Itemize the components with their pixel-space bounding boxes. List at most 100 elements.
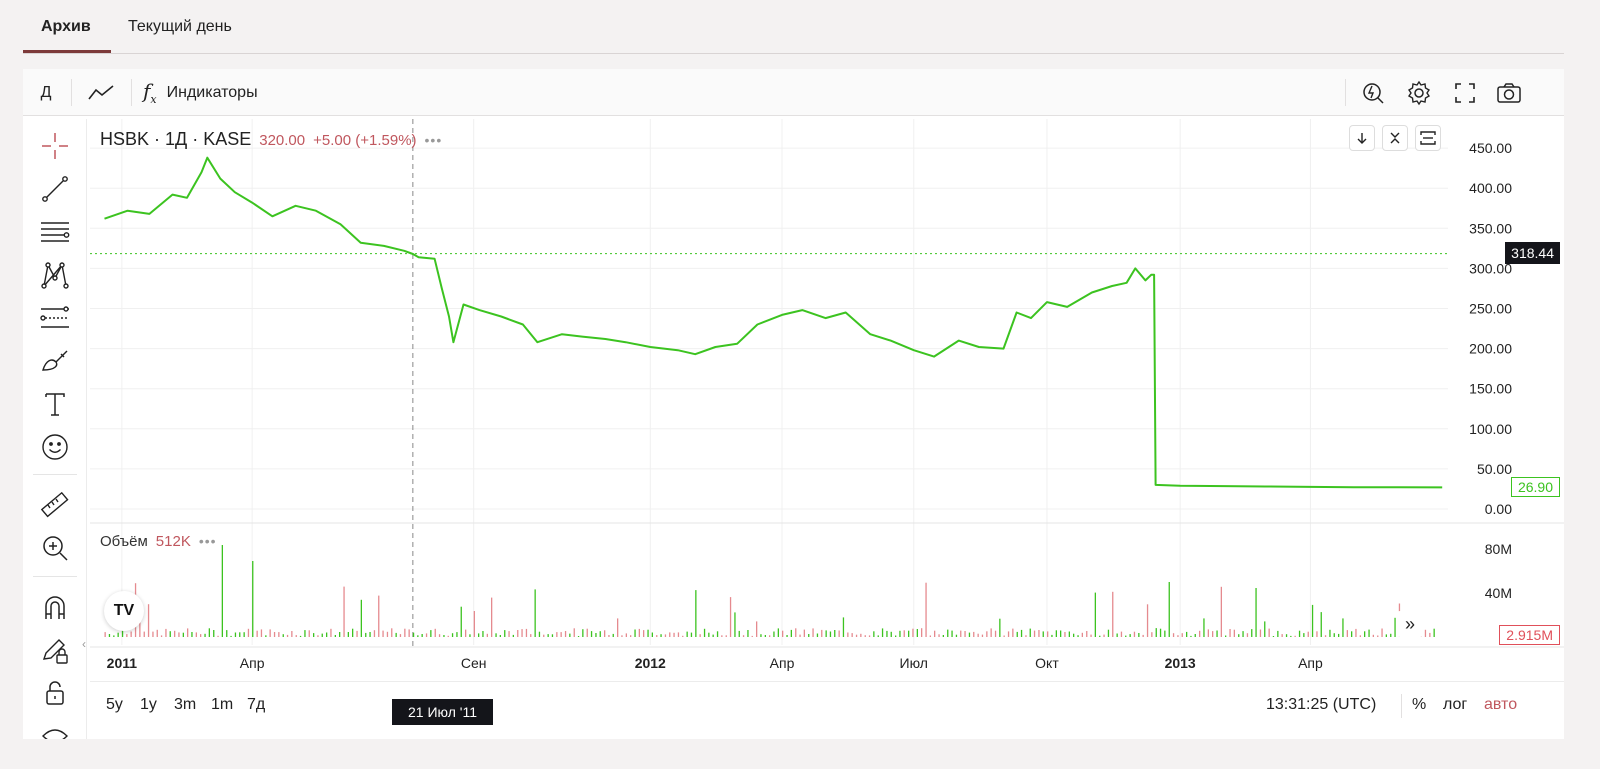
volume-bar	[877, 635, 879, 637]
volume-bar	[1381, 628, 1383, 637]
volume-bar	[178, 632, 180, 637]
volume-bar	[108, 634, 111, 637]
interval-button[interactable]: Д	[40, 83, 52, 101]
volume-menu-icon[interactable]: •••	[198, 533, 217, 549]
volume-bar	[1433, 628, 1435, 637]
volume-bar	[369, 632, 371, 637]
volume-bar	[673, 632, 675, 637]
volume-bar	[1007, 631, 1010, 637]
volume-bar	[208, 628, 210, 637]
crosshair-icon[interactable]	[37, 128, 73, 164]
gear-icon[interactable]	[1403, 69, 1435, 116]
horizontal-lines-icon[interactable]	[37, 214, 73, 250]
x-tick-label: 2012	[635, 655, 666, 671]
log-toggle[interactable]: лог	[1443, 696, 1468, 713]
volume-bar	[1164, 630, 1166, 637]
replay-icon[interactable]	[1357, 69, 1389, 116]
volume-bar	[712, 634, 714, 637]
collapse-icon[interactable]	[1382, 125, 1408, 151]
range-7d[interactable]: 7д	[247, 696, 266, 713]
trend-line-icon[interactable]	[37, 171, 73, 207]
volume-bar	[1264, 621, 1266, 637]
fib-icon[interactable]	[37, 300, 73, 336]
collapse-toolbar-handle[interactable]: ‹	[82, 637, 86, 651]
volume-bar	[169, 631, 171, 637]
volume-bar	[764, 635, 766, 637]
ruler-icon[interactable]	[37, 487, 73, 523]
volume-bar	[1338, 633, 1340, 637]
volume-bar	[1003, 635, 1005, 637]
volume-bar	[903, 630, 905, 637]
scroll-to-realtime-icon[interactable]: »	[1396, 611, 1424, 637]
range-1y[interactable]: 1y	[140, 696, 157, 713]
volume-bar	[1316, 631, 1318, 637]
brush-icon[interactable]	[37, 343, 73, 379]
volume-bar	[1146, 604, 1149, 637]
volume-bar	[1038, 630, 1040, 637]
volume-bar	[656, 635, 658, 637]
volume-bar	[716, 631, 719, 637]
volume-bar	[773, 631, 775, 637]
volume-bar	[469, 634, 471, 637]
volume-bar	[104, 632, 106, 637]
tab-archive[interactable]: Архив	[41, 18, 91, 35]
range-3m[interactable]: 3m	[174, 696, 197, 713]
percent-toggle[interactable]: %	[1412, 696, 1427, 713]
volume-bar	[443, 635, 445, 637]
clock-label[interactable]: 13:31:25 (UTC)	[1266, 696, 1377, 713]
legend-menu-icon[interactable]: •••	[424, 132, 443, 148]
pattern-icon[interactable]	[37, 257, 73, 293]
volume-bar	[460, 606, 462, 637]
fullscreen-icon[interactable]	[1449, 69, 1481, 116]
lock-pencil-icon[interactable]	[37, 632, 73, 668]
volume-bar	[1394, 617, 1396, 637]
volume-bar	[1390, 633, 1392, 637]
volume-bar	[777, 628, 779, 637]
volume-bar	[239, 632, 241, 637]
volume-bar	[430, 630, 432, 637]
magnet-icon[interactable]	[37, 589, 73, 625]
maximize-icon[interactable]	[1415, 125, 1441, 151]
volume-bar	[925, 582, 927, 637]
volume-bar	[482, 631, 484, 637]
volume-bar	[360, 599, 362, 637]
drawing-toolbar	[23, 119, 87, 739]
volume-bar	[465, 629, 467, 637]
arrow-down-icon[interactable]	[1349, 125, 1375, 151]
volume-bar	[525, 628, 528, 637]
volume-bar	[1307, 631, 1309, 637]
toolbar-divider	[71, 79, 72, 106]
volume-bar	[317, 635, 319, 637]
volume-bar	[916, 629, 918, 637]
volume-bar	[769, 635, 771, 637]
volume-bar	[621, 635, 623, 637]
auto-toggle[interactable]: авто	[1484, 696, 1518, 713]
volume-bar	[1172, 633, 1175, 637]
tab-current-day[interactable]: Текущий день	[128, 18, 232, 35]
volume-bar	[1251, 629, 1253, 637]
volume-bar	[799, 634, 801, 637]
line-chart-icon[interactable]	[83, 69, 119, 116]
x-tick-label: Апр	[770, 655, 795, 671]
text-icon[interactable]	[37, 386, 73, 422]
volume-bar	[147, 604, 150, 637]
volume-bar	[1159, 628, 1162, 637]
eye-icon[interactable]	[37, 718, 73, 739]
tradingview-logo[interactable]: TV	[104, 591, 144, 631]
range-1m[interactable]: 1m	[211, 696, 234, 713]
indicators-button[interactable]: fx Индикаторы	[143, 69, 283, 116]
camera-icon[interactable]	[1493, 69, 1525, 116]
emoji-icon[interactable]	[37, 429, 73, 465]
volume-bar	[1272, 636, 1275, 637]
range-5y[interactable]: 5y	[106, 696, 123, 713]
volume-bar	[686, 631, 688, 637]
zoom-in-icon[interactable]	[37, 530, 73, 566]
volume-bar	[451, 633, 454, 637]
y-tick-label: 450.00	[1469, 140, 1512, 156]
volume-bar	[864, 635, 866, 637]
lock-icon[interactable]	[37, 675, 73, 711]
volume-bar	[782, 630, 784, 637]
volume-bar	[964, 631, 966, 637]
y-tick-label: 0.00	[1485, 501, 1512, 517]
volume-bar	[278, 632, 280, 637]
